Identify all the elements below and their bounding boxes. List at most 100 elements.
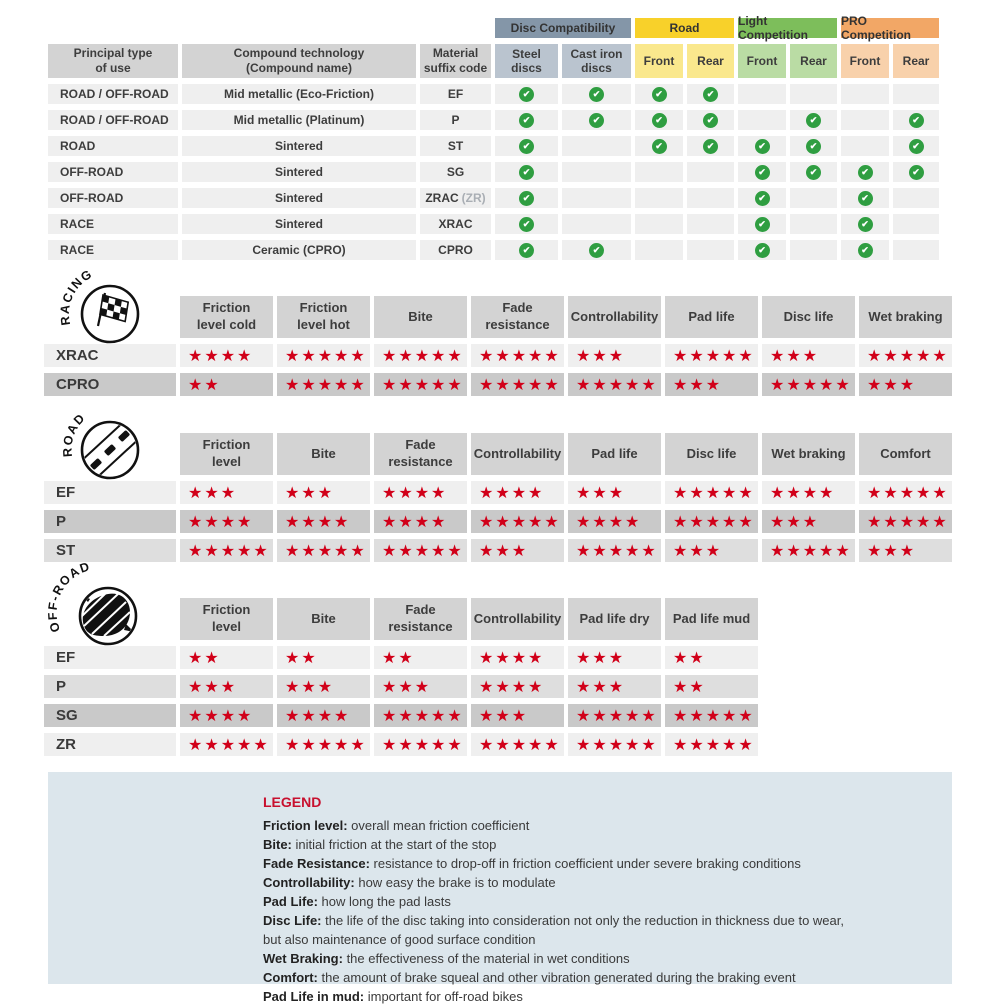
check-cell: ✔ — [635, 84, 683, 104]
check-icon: ✔ — [589, 86, 604, 102]
check-cell — [790, 84, 837, 104]
compound-label-xrac: XRAC — [44, 344, 176, 367]
check-icon: ✔ — [754, 138, 770, 154]
rating-column-header: Fade resistance — [374, 433, 467, 475]
star-rating: ★★★★★ — [277, 539, 370, 562]
star-rating: ★★★★★ — [471, 733, 564, 756]
star-rating: ★★★★ — [471, 646, 564, 669]
star-rating: ★★★★★ — [277, 373, 370, 396]
legend-term: Fade Resistance: — [263, 856, 374, 871]
group-header-2: Light Competition — [738, 14, 837, 42]
check-icon: ✔ — [857, 190, 873, 206]
check-icon: ✔ — [519, 112, 534, 128]
tech-cell: Sintered — [182, 136, 416, 156]
code-cell: SG — [420, 162, 491, 182]
legend-term: Controllability: — [263, 875, 359, 890]
star-rating: ★★★★★ — [277, 344, 370, 367]
star-rating: ★★★★★ — [374, 733, 467, 756]
star-rating: ★★★★★ — [665, 481, 758, 504]
star-rating: ★★★★★ — [665, 733, 758, 756]
compound-label-zr: ZR — [44, 733, 176, 756]
check-icon: ✔ — [806, 112, 821, 128]
star-rating: ★★★ — [374, 675, 467, 698]
star-rating: ★★★★★ — [665, 704, 758, 727]
tech-cell: Mid metallic (Platinum) — [182, 110, 416, 130]
check-cell: ✔ — [495, 188, 558, 208]
legend-item: Bite: initial friction at the start of t… — [263, 835, 932, 854]
star-rating: ★★★★ — [180, 704, 273, 727]
check-icon: ✔ — [651, 112, 667, 128]
star-rating: ★★★ — [859, 373, 952, 396]
legend-desc: the life of the disc taking into conside… — [325, 913, 844, 928]
check-cell — [687, 240, 734, 260]
rating-column-header: Bite — [277, 433, 370, 475]
star-rating: ★★★★★ — [859, 510, 952, 533]
compound-label-st: ST — [44, 539, 176, 562]
star-rating: ★★★★★ — [471, 344, 564, 367]
legend-term: Comfort: — [263, 970, 322, 985]
check-cell — [841, 110, 889, 130]
rating-column-header: Controllability — [471, 598, 564, 640]
star-rating: ★★★★ — [180, 510, 273, 533]
group-header-spacer — [420, 18, 491, 38]
check-icon: ✔ — [754, 242, 770, 258]
code-cell: ST — [420, 136, 491, 156]
rating-column-header: Controllability — [471, 433, 564, 475]
legend-item: Fade Resistance: resistance to drop-off … — [263, 854, 932, 873]
legend-term: Friction level: — [263, 818, 352, 833]
sub-column-header: Rear — [893, 44, 939, 78]
check-cell — [562, 188, 631, 208]
legend-item: Pad Life in mud: important for off-road … — [263, 987, 932, 1006]
code-cell: P — [420, 110, 491, 130]
use-cell: OFF-ROAD — [48, 162, 178, 182]
star-rating: ★★★ — [471, 539, 564, 562]
check-cell — [893, 240, 939, 260]
group-header-3: PRO Competition — [841, 14, 939, 42]
use-cell: RACE — [48, 214, 178, 234]
sub-column-header: Cast iron discs — [562, 44, 631, 78]
rating-column-header: Pad life dry — [568, 598, 661, 640]
star-rating: ★★★★★ — [374, 539, 467, 562]
legend-item: Comfort: the amount of brake squeal and … — [263, 968, 932, 987]
check-cell: ✔ — [495, 84, 558, 104]
check-icon: ✔ — [908, 112, 924, 128]
code-cell: EF — [420, 84, 491, 104]
star-rating: ★★★★ — [180, 344, 273, 367]
legend-title: LEGEND — [263, 794, 322, 810]
rating-column-header: Friction level — [180, 433, 273, 475]
check-cell — [635, 240, 683, 260]
check-cell: ✔ — [687, 110, 734, 130]
star-rating: ★★★★★ — [471, 373, 564, 396]
check-icon: ✔ — [703, 138, 718, 154]
legend-panel: LEGEND Friction level: overall mean fric… — [48, 772, 952, 1004]
star-rating: ★★★★★ — [859, 481, 952, 504]
star-rating: ★★★★ — [374, 481, 467, 504]
rating-header-spacer — [44, 598, 176, 640]
column-header: Compound technology (Compound name) — [182, 44, 416, 78]
check-cell — [635, 214, 683, 234]
compound-label-ef: EF — [44, 481, 176, 504]
rating-column-header: Bite — [374, 296, 467, 338]
check-cell — [635, 162, 683, 182]
rating-column-header: Fade resistance — [471, 296, 564, 338]
check-cell — [790, 214, 837, 234]
check-cell — [562, 162, 631, 182]
star-rating: ★★★★★ — [180, 733, 273, 756]
legend-item: Wet Braking: the effectiveness of the ma… — [263, 949, 932, 968]
code-cell: XRAC — [420, 214, 491, 234]
checkered-flag — [99, 293, 130, 323]
legend-term: Wet Braking: — [263, 951, 347, 966]
star-rating: ★★★★★ — [374, 373, 467, 396]
check-icon: ✔ — [519, 216, 534, 232]
sub-column-header: Steel discs — [495, 44, 558, 78]
sub-column-header: Rear — [687, 44, 734, 78]
check-icon: ✔ — [519, 190, 534, 206]
check-cell: ✔ — [687, 84, 734, 104]
check-cell — [687, 162, 734, 182]
tech-cell: Sintered — [182, 162, 416, 182]
rating-column-header: Fade resistance — [374, 598, 467, 640]
star-rating: ★★ — [180, 646, 273, 669]
legend-desc: but also maintenance of good surface con… — [263, 932, 536, 947]
road-icon: ROAD — [60, 410, 140, 480]
check-cell: ✔ — [790, 110, 837, 130]
